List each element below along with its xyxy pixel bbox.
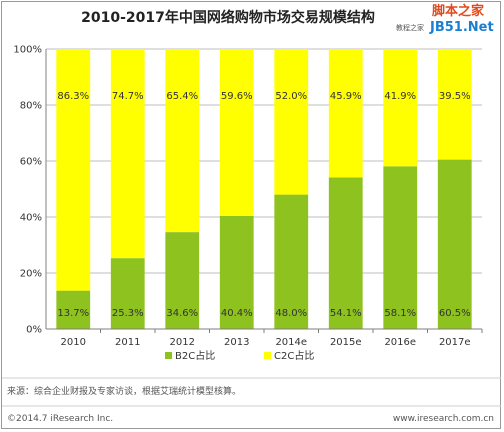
y-axis: 0% 20% 40% 60% 80% 100% xyxy=(13,45,47,336)
bar-b2c xyxy=(383,166,418,329)
y-tick-label: 60% xyxy=(20,157,42,168)
watermark-logo: 脚本之家 教程之家 JB51.Net xyxy=(396,3,494,35)
bar-c2c xyxy=(437,49,472,160)
x-tick-label: 2012 xyxy=(170,337,195,348)
data-label: 60.5% xyxy=(439,308,471,319)
x-tick-label: 2014e xyxy=(275,337,307,348)
bar-b2c xyxy=(165,232,200,329)
legend: B2C占比 C2C占比 xyxy=(165,349,314,362)
x-tick-label: 2016e xyxy=(384,337,416,348)
website: www.iresearch.com.cn xyxy=(393,414,494,424)
y-tick-label: 20% xyxy=(20,269,42,280)
data-label: 41.9% xyxy=(384,91,416,102)
bar-b2c xyxy=(219,215,254,329)
y-tick-label: 80% xyxy=(20,101,42,112)
data-label: 34.6% xyxy=(166,308,198,319)
watermark-text-top: 脚本之家 xyxy=(432,3,485,19)
bar-c2c xyxy=(56,49,91,291)
data-label: 45.9% xyxy=(330,91,362,102)
data-label: 86.3% xyxy=(57,91,89,102)
bar-c2c xyxy=(219,49,254,216)
x-tick-label: 2015e xyxy=(330,337,362,348)
data-label: 54.1% xyxy=(330,308,362,319)
x-tick-label: 2011 xyxy=(115,337,140,348)
bar-c2c xyxy=(328,49,363,178)
x-tick-label: 2017e xyxy=(439,337,471,348)
legend-swatch xyxy=(165,352,172,359)
source-note: 来源：综合企业财报及专家访谈，根据艾瑞统计模型核算。 xyxy=(7,385,241,397)
bar-b2c xyxy=(274,194,309,329)
data-labels: 13.7% 86.3% 25.3% 74.7% 34.6% 65.4% 40.4% 59.6%… xyxy=(57,91,470,319)
legend-label: B2C占比 xyxy=(175,349,215,362)
bars xyxy=(56,49,472,329)
bar-c2c xyxy=(165,49,200,233)
y-tick-label: 100% xyxy=(13,45,42,56)
bar-b2c xyxy=(328,177,363,329)
x-axis: 2010 2011 2012 2013 2014e 2015e 2016e 2017e xyxy=(46,328,483,348)
data-label: 39.5% xyxy=(439,91,471,102)
bar-c2c xyxy=(110,49,145,259)
x-tick-label: 2010 xyxy=(61,337,86,348)
data-label: 52.0% xyxy=(275,91,307,102)
data-label: 74.7% xyxy=(112,91,144,102)
bar-b2c xyxy=(110,258,145,329)
bar-b2c xyxy=(437,159,472,329)
data-label: 48.0% xyxy=(275,308,307,319)
watermark-text-small: 教程之家 xyxy=(396,23,424,32)
data-label: 25.3% xyxy=(112,308,144,319)
bar-c2c xyxy=(274,49,309,195)
data-label: 65.4% xyxy=(166,91,198,102)
data-label: 59.6% xyxy=(221,91,253,102)
data-label: 40.4% xyxy=(221,308,253,319)
copyright: ©2014.7 iResearch Inc. xyxy=(7,414,113,424)
y-tick-label: 40% xyxy=(20,213,42,224)
bar-c2c xyxy=(383,49,418,167)
y-tick-label: 0% xyxy=(26,325,42,336)
data-label: 13.7% xyxy=(57,308,89,319)
legend-swatch xyxy=(264,352,271,359)
x-tick-label: 2013 xyxy=(224,337,249,348)
data-label: 58.1% xyxy=(384,308,416,319)
legend-label: C2C占比 xyxy=(274,349,314,362)
watermark-text-bottom: JB51.Net xyxy=(429,20,494,35)
chart-title: 2010-2017年中国网络购物市场交易规模结构 xyxy=(81,9,375,26)
bar-b2c xyxy=(56,290,91,329)
